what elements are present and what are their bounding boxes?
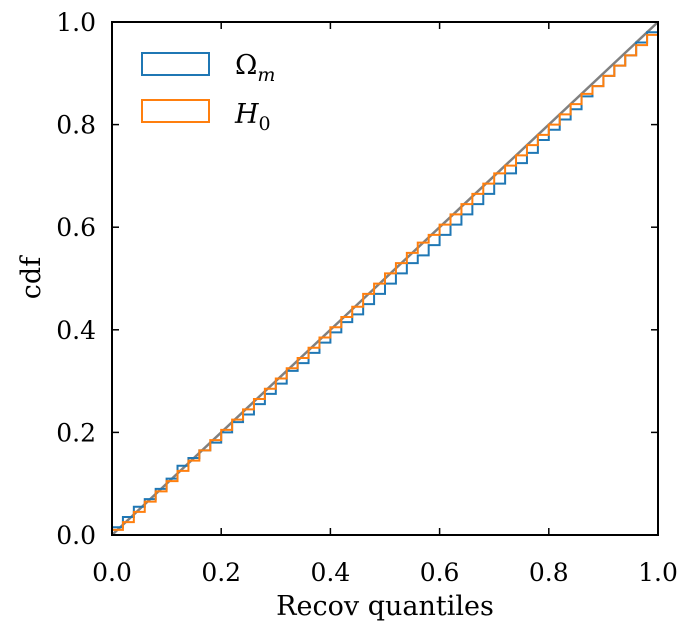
y-tick-label: 0.0 bbox=[56, 521, 96, 550]
legend-label-h0: H0 bbox=[234, 99, 271, 135]
legend-label-omega-m: Ωm bbox=[235, 50, 275, 86]
series-group bbox=[112, 22, 659, 531]
x-tick-label: 0.4 bbox=[311, 558, 351, 587]
plot-frame bbox=[111, 21, 659, 536]
x-tick-label: 1.0 bbox=[638, 558, 678, 587]
x-tick-label: 0.0 bbox=[92, 558, 132, 587]
series-step-line-h0 bbox=[112, 22, 659, 531]
y-tick-label: 0.4 bbox=[56, 316, 96, 345]
y-tick-label: 0.6 bbox=[56, 213, 96, 242]
ticks-group: 0.0 0.2 0.4 0.6 0.8 1.0 0.0 0.2 0.4 0.6 0.8 1.0 bbox=[56, 8, 678, 587]
legend-swatch-omega-m bbox=[141, 52, 210, 76]
y-tick-label: 0.8 bbox=[56, 111, 96, 140]
legend-swatch-h0 bbox=[141, 99, 210, 123]
y-axis-label: cdf bbox=[16, 255, 47, 299]
x-tick-label: 0.6 bbox=[420, 558, 460, 587]
x-axis-label: Recov quantiles bbox=[276, 591, 494, 622]
x-tick-label: 0.8 bbox=[529, 558, 569, 587]
y-tick-label: 0.2 bbox=[56, 418, 96, 447]
x-tick-label: 0.2 bbox=[201, 558, 241, 587]
legend: Ωm H0 bbox=[141, 50, 275, 135]
y-tick-label: 1.0 bbox=[56, 8, 96, 37]
